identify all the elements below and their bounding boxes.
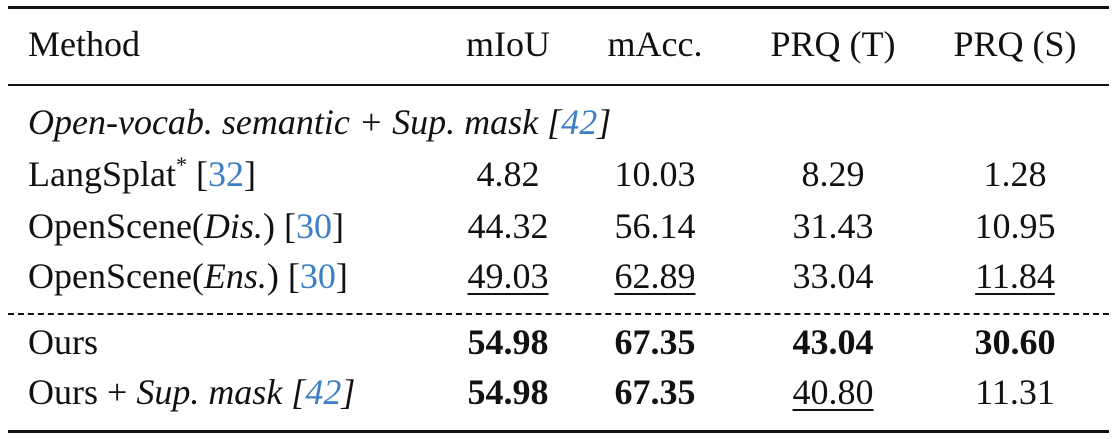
miou-value: 49.03	[467, 256, 549, 296]
header-prq-t: PRQ (T)	[770, 24, 896, 64]
table-row: Ours 54.98 67.35 43.04 30.60	[0, 318, 1117, 366]
header-row: Method mIoU mAcc. PRQ (T) PRQ (S)	[0, 20, 1117, 68]
table-row: OpenScene(Ens.) [30] 49.03 62.89 33.04 1…	[0, 252, 1117, 300]
method-name: OpenScene(	[28, 256, 204, 296]
method-name: Ours	[28, 322, 98, 362]
header-macc: mAcc.	[607, 24, 703, 64]
macc-value: 67.35	[614, 372, 696, 412]
method-variant: Ens.	[203, 256, 267, 296]
top-rule	[8, 6, 1109, 9]
section-label-row: Open-vocab. semantic + Sup. mask [42]	[0, 98, 1117, 146]
citation-link[interactable]: 42	[305, 372, 342, 412]
header-method: Method	[28, 24, 140, 64]
method-name: OpenScene(	[28, 206, 204, 246]
method-cell: OpenScene(Ens.) [30]	[28, 256, 348, 296]
prq-t-value: 43.04	[792, 322, 874, 362]
method-superscript: *	[175, 152, 187, 177]
miou-value: 44.32	[467, 206, 549, 246]
prq-t-value: 33.04	[792, 256, 874, 296]
method-name: LangSplat	[28, 154, 176, 194]
prq-s-value: 11.31	[975, 372, 1055, 412]
macc-value: 62.89	[614, 256, 696, 296]
bottom-rule	[8, 430, 1109, 433]
citation-link[interactable]: 30	[299, 256, 336, 296]
prq-s-value: 1.28	[983, 154, 1047, 194]
citation-link[interactable]: 30	[295, 206, 332, 246]
citation-link[interactable]: 32	[207, 154, 244, 194]
header-miou: mIoU	[466, 24, 550, 64]
prq-s-value: 10.95	[974, 206, 1056, 246]
header-prq-s: PRQ (S)	[953, 24, 1077, 64]
prq-t-value: 8.29	[801, 154, 865, 194]
section-label: Open-vocab. semantic + Sup. mask [42]	[28, 98, 611, 146]
method-cell: Ours + Sup. mask [42]	[28, 368, 355, 416]
method-variant: Dis.	[203, 206, 263, 246]
method-cell: LangSplat* [32]	[28, 152, 256, 195]
miou-value: 54.98	[467, 372, 549, 412]
table-row: Ours + Sup. mask [42] 54.98 67.35 40.80 …	[0, 368, 1117, 416]
prq-t-value: 31.43	[792, 206, 874, 246]
table-row: LangSplat* [32] 4.82 10.03 8.29 1.28	[0, 150, 1117, 198]
macc-value: 56.14	[614, 206, 696, 246]
prq-s-value: 11.84	[975, 256, 1055, 296]
table-row: OpenScene(Dis.) [30] 44.32 56.14 31.43 1…	[0, 202, 1117, 250]
method-close: ]	[341, 372, 356, 412]
prq-s-value: 30.60	[974, 322, 1056, 362]
header-rule	[8, 84, 1109, 86]
section-label-cite[interactable]: 42	[561, 102, 598, 142]
macc-value: 10.03	[614, 154, 696, 194]
method-close: )	[262, 206, 275, 246]
dashed-separator	[8, 313, 1109, 315]
miou-value: 54.98	[467, 322, 549, 362]
prq-t-value: 40.80	[792, 372, 874, 412]
method-cell: OpenScene(Dis.) [30]	[28, 206, 344, 246]
method-name: Ours +	[28, 372, 137, 412]
method-variant: Sup. mask [	[136, 372, 306, 412]
section-label-text: Open-vocab. semantic + Sup. mask [	[28, 102, 562, 142]
method-close: )	[266, 256, 279, 296]
miou-value: 4.82	[476, 154, 540, 194]
macc-value: 67.35	[614, 322, 696, 362]
section-label-close: ]	[597, 102, 612, 142]
